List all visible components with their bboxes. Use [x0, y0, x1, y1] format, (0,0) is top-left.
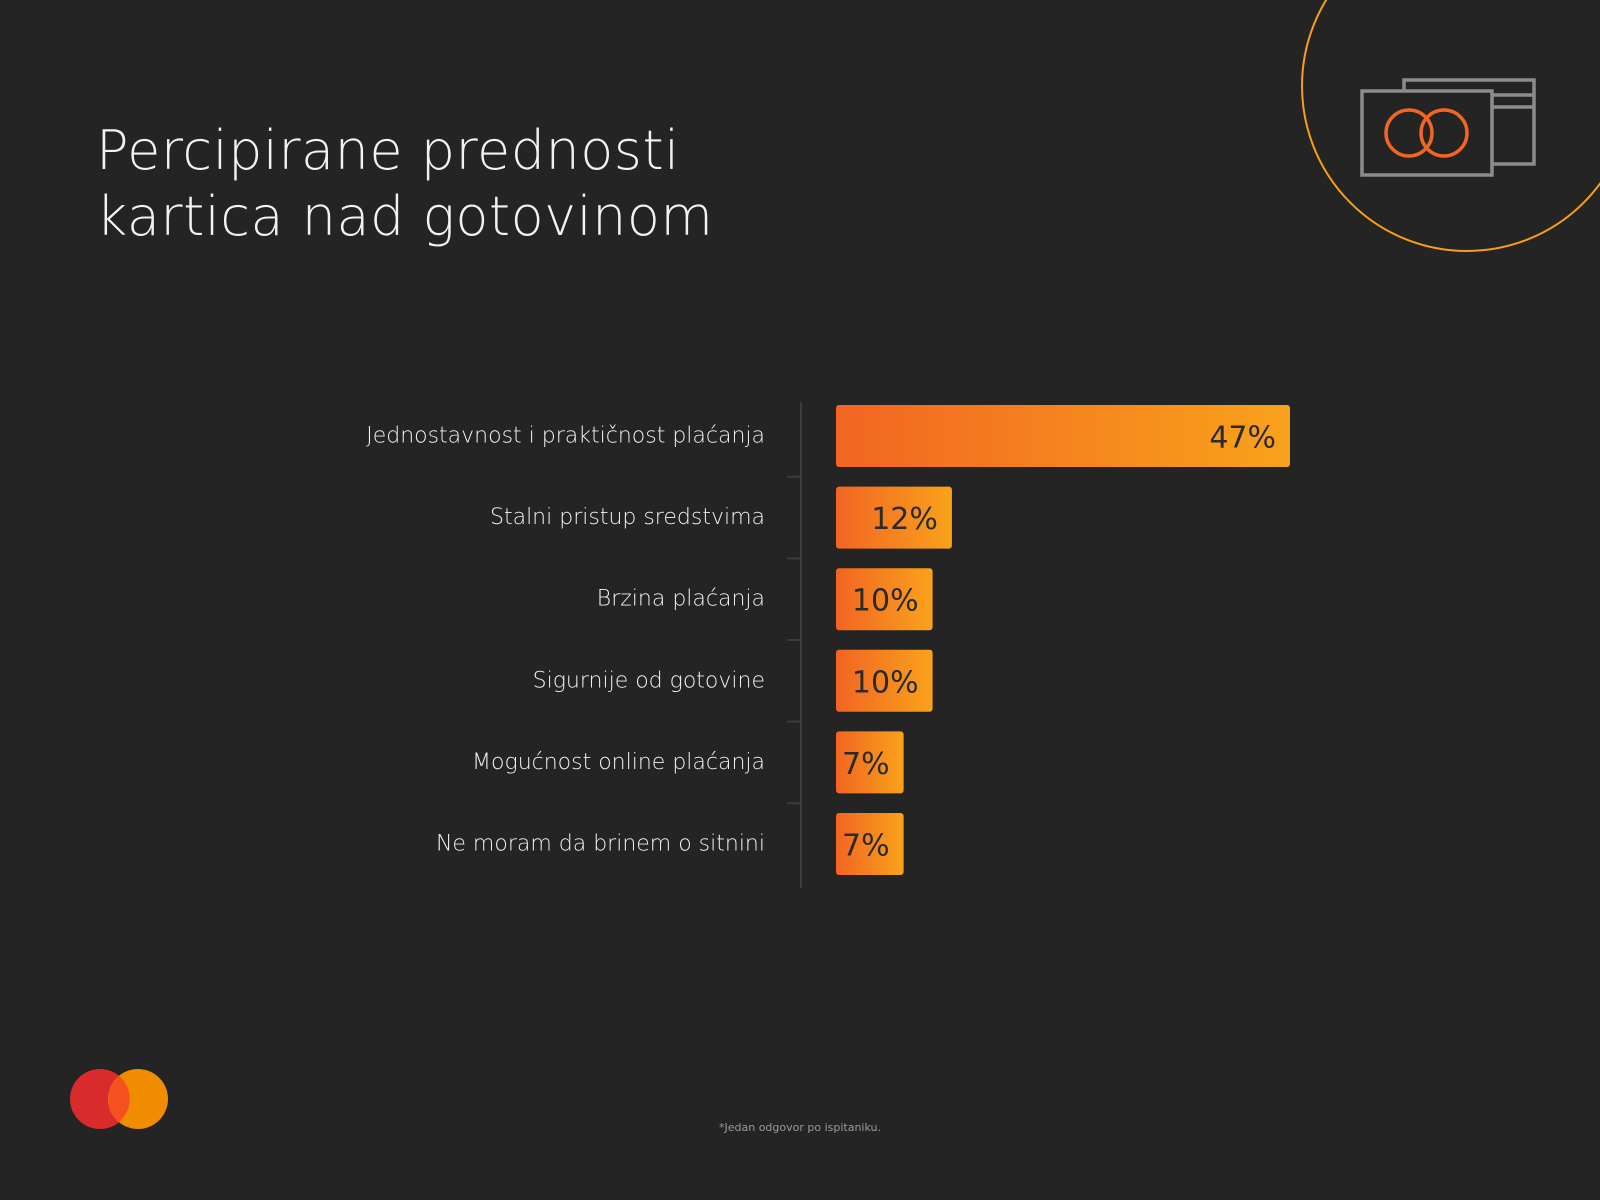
footnote: *Jedan odgovor po ispitaniku.	[718, 1121, 881, 1134]
category-label: Brzina plaćanja	[597, 587, 765, 612]
bar	[836, 486, 952, 549]
category-label: Stalni pristup sredstvima	[490, 505, 765, 530]
title-line-2: kartica nad gotovinom	[96, 185, 714, 248]
bar	[836, 731, 904, 794]
logo-overlap	[108, 1076, 130, 1122]
category-label: Mogućnost online plaćanja	[472, 750, 765, 775]
bar-value-label: 7%	[842, 829, 890, 864]
title-line-1: Percipirane prednosti	[96, 119, 680, 182]
bar-chart: Jednostavnost i praktičnost plaćanja Stal…	[366, 402, 1290, 888]
bar-value-label: 47%	[1209, 421, 1276, 456]
payment-cards-icon	[1360, 78, 1536, 177]
page-title: Percipirane prednosti kartica nad gotovi…	[96, 118, 713, 250]
category-label: Jednostavnost i praktičnost plaćanja	[366, 424, 765, 449]
decorative-circle	[1301, 0, 1600, 252]
category-label: Ne moram da brinem o sitnini	[436, 832, 765, 857]
bar-value-label: 12%	[871, 502, 938, 537]
bar-value-label: 10%	[852, 584, 919, 619]
bar	[836, 405, 1290, 467]
bar	[836, 568, 933, 631]
decorative-circle-with-cards	[1301, 0, 1600, 252]
category-label: Sigurnije od gotovine	[533, 668, 765, 693]
bar	[836, 813, 904, 875]
bar	[836, 649, 933, 712]
brand-logo	[70, 1069, 168, 1129]
bar-value-label: 10%	[852, 665, 919, 700]
bar-value-label: 7%	[842, 747, 890, 782]
